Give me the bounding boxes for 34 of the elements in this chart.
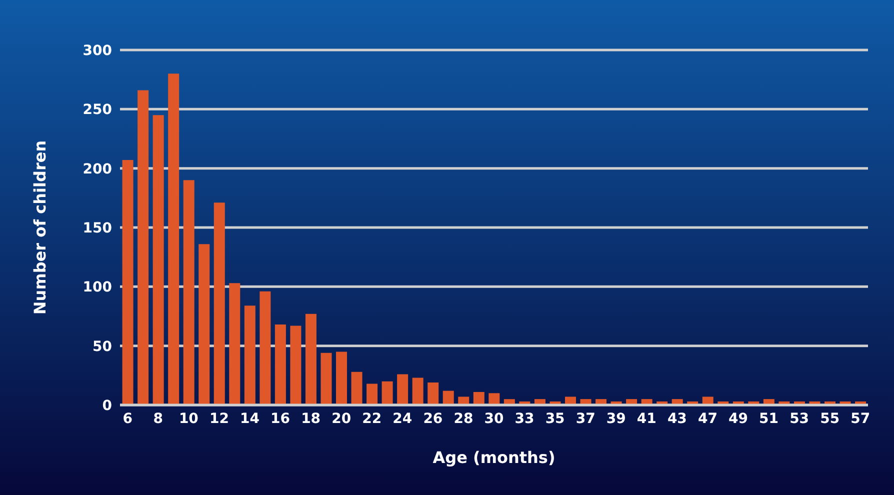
y-tick-label: 200 [82,161,112,178]
x-tick-label: 12 [209,410,229,427]
x-tick-label: 10 [178,410,199,427]
x-tick-label: 53 [790,410,810,427]
x-tick-label: 16 [270,410,290,427]
x-tick-label: 49 [728,410,748,427]
x-tick-label: 30 [484,410,504,427]
y-tick-label: 50 [92,338,112,355]
y-tick-label: 0 [102,398,112,414]
y-tick-label: 150 [82,220,112,236]
x-tick-label: 55 [820,410,840,427]
x-tick-label: 37 [576,410,596,427]
x-tick-label: 51 [759,410,779,427]
x-tick-label: 18 [301,410,321,427]
y-axis-title: Number of children [30,140,50,315]
x-tick-label: 24 [392,410,412,427]
x-tick-label: 43 [667,410,687,427]
x-tick-label: 57 [850,410,870,427]
x-tick-label: 6 [122,410,133,427]
x-tick-label: 39 [606,410,626,427]
x-axis-title: Age (months) [432,448,556,467]
x-tick-label: 28 [454,410,474,427]
y-tick-label: 250 [82,102,112,118]
x-tick-label: 41 [636,410,656,427]
x-tick-label: 22 [362,410,382,427]
y-tick-label: 100 [82,280,112,296]
x-tick-label: 14 [240,410,260,427]
x-tick-label: 8 [153,410,164,427]
x-tick-label: 35 [545,410,565,427]
x-tick-label: 20 [332,410,352,427]
x-tick-label: 47 [698,410,718,427]
x-tick-label: 33 [514,410,534,427]
y-tick-label: 300 [82,42,112,59]
x-tick-label: 26 [423,410,443,427]
